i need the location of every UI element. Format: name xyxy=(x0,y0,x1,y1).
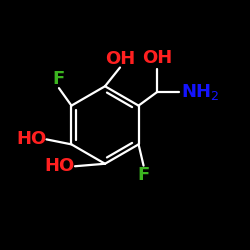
Text: F: F xyxy=(53,70,65,88)
Text: HO: HO xyxy=(45,157,75,175)
Text: OH: OH xyxy=(105,50,135,68)
Text: NH$_2$: NH$_2$ xyxy=(181,82,220,102)
Text: F: F xyxy=(138,166,150,184)
Text: HO: HO xyxy=(16,130,46,148)
Text: OH: OH xyxy=(142,49,172,67)
